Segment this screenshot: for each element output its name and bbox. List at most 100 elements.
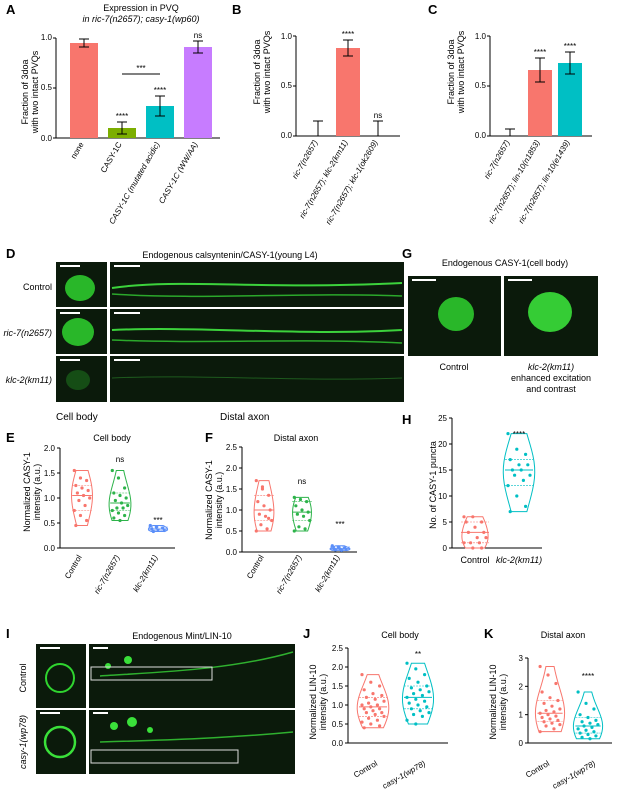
data-point	[464, 520, 468, 524]
data-point	[303, 527, 307, 531]
data-point	[268, 508, 272, 512]
panel-a-ytick-2: 1.0	[41, 33, 53, 42]
data-point	[471, 515, 475, 519]
panel-j-title: Cell body	[381, 630, 419, 640]
panel-b: B Fraction of 3doa with two intact PVQs …	[232, 2, 400, 226]
panel-f-xtick: Control	[245, 553, 266, 580]
data-point	[378, 707, 382, 711]
data-point	[515, 447, 519, 451]
data-point	[371, 709, 375, 713]
data-point	[292, 495, 296, 499]
data-point	[407, 676, 411, 681]
panel-d-axon-control	[111, 282, 403, 289]
data-point	[580, 735, 584, 739]
panel-j-axes: 0.0 0.5 1.0 1.5 2.0 2.5	[332, 644, 448, 748]
panel-c-letter: C	[428, 2, 438, 17]
y-tick-label: 0.5	[226, 527, 238, 536]
data-point	[576, 727, 580, 731]
data-point	[260, 487, 265, 491]
panel-h-violins	[461, 432, 536, 550]
panel-d-cellbody-label: Cell body	[56, 412, 98, 423]
data-point	[301, 514, 306, 518]
y-tick-label: 0.5	[44, 519, 56, 528]
panel-d-title: Endogenous calsyntenin/CASY-1(young L4)	[142, 250, 317, 260]
data-point	[538, 730, 542, 734]
data-point	[586, 715, 590, 720]
panel-k-axes: 0 1 2 3	[519, 654, 612, 748]
panel-a: A Expression in PVQ in ric-7(n2657); cas…	[6, 2, 220, 226]
panel-b-ytick-0: 0.0	[281, 131, 293, 140]
data-point	[126, 503, 130, 508]
data-point	[556, 718, 560, 722]
data-point	[78, 513, 83, 518]
data-point	[72, 468, 76, 473]
panel-j-ylabel-1: Normalized LIN-10	[308, 664, 318, 739]
panel-a-ylabel-1: Fraction of 3doa	[20, 59, 30, 124]
panel-d-row-label: ric-7(n2657)	[3, 328, 52, 338]
data-point	[556, 698, 560, 703]
data-point	[510, 468, 514, 472]
data-point	[524, 504, 528, 508]
data-point	[425, 684, 429, 688]
data-point	[582, 724, 586, 728]
violin	[461, 516, 489, 549]
data-point	[477, 541, 481, 545]
violin	[253, 480, 275, 532]
panel-d-axon-control-2	[111, 293, 403, 298]
data-point	[544, 724, 548, 728]
data-point	[330, 544, 334, 548]
panel-d-axon-klc2	[111, 376, 403, 380]
panel-i-cell-body-control	[45, 663, 75, 693]
data-point	[80, 486, 84, 490]
panel-j: J Cell body Normalized LIN-10 intensity …	[303, 626, 448, 791]
data-point	[538, 664, 542, 669]
y-tick-label: 3	[519, 654, 524, 663]
data-point	[72, 508, 76, 513]
panel-a-ylabel-2: with two intact PVQs	[30, 50, 40, 134]
data-point	[85, 518, 89, 523]
panel-c-ytick-2: 1.0	[475, 32, 487, 41]
data-point	[552, 727, 556, 731]
panel-h-ylabel: No. of CASY-1 puncta	[428, 441, 438, 529]
panel-f-violins	[253, 479, 351, 552]
panel-e-xtick: ric-7(n2657)	[92, 553, 122, 595]
panel-f-sig: ***	[335, 520, 344, 529]
data-point	[362, 726, 366, 730]
panel-b-ytick-2: 1.0	[281, 32, 293, 41]
violin	[534, 666, 566, 733]
panel-c: C Fraction of 3doa with two intact PVQs …	[428, 2, 592, 225]
data-point	[418, 709, 422, 713]
y-tick-label: 0	[519, 739, 524, 748]
panel-i-row-label: casy-1(wp78)	[18, 715, 28, 769]
panel-g-klc2-cell-body	[528, 292, 572, 332]
data-point	[369, 705, 373, 709]
data-point	[524, 452, 528, 456]
data-point	[300, 508, 304, 512]
y-tick-label: 2.0	[44, 444, 56, 453]
panel-c-ylabel-1: Fraction of 3doa	[446, 39, 456, 104]
panel-a-ytick-0: 0.0	[41, 134, 53, 143]
panel-e-sig: ns	[116, 455, 124, 464]
data-point	[364, 711, 368, 715]
panel-i-roi-box-casy1	[90, 749, 239, 764]
panel-b-ylabel-1: Fraction of 3doa	[252, 39, 262, 104]
data-point	[414, 697, 418, 701]
data-point	[339, 548, 344, 552]
significance-label: ns	[374, 111, 382, 120]
panel-c-xtick: ric-7(n2657); lin-10(n1853)	[487, 138, 542, 225]
panel-d-row-label: Control	[23, 282, 52, 292]
panel-a-pair-stars: ***	[136, 64, 145, 73]
data-point	[554, 714, 558, 718]
data-point	[418, 688, 422, 692]
y-tick-label: 2.5	[332, 644, 344, 653]
panel-d-cell-body-klc2	[66, 370, 90, 390]
data-point	[378, 684, 382, 688]
bar	[184, 47, 212, 138]
data-point	[256, 500, 260, 504]
data-point	[380, 693, 384, 698]
data-point	[462, 541, 466, 545]
violin	[356, 674, 390, 729]
panel-i-puncta	[105, 663, 111, 669]
data-point	[519, 468, 523, 472]
data-point	[409, 686, 413, 690]
